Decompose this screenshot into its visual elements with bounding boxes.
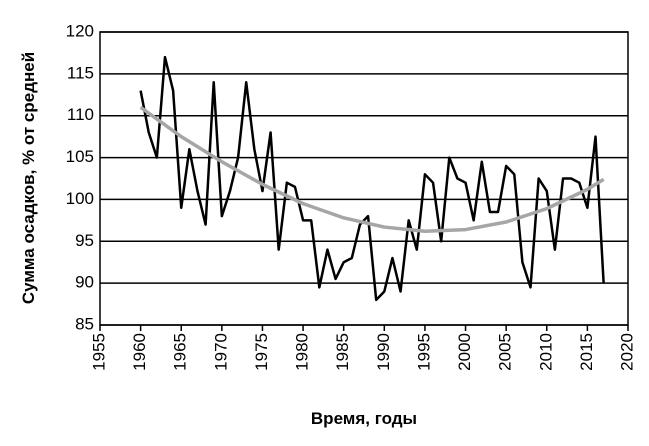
series-line	[139, 105, 605, 233]
x-tick-label: 2000	[455, 333, 474, 371]
y-tick-label: 110	[67, 105, 94, 124]
x-tick-label: 1955	[89, 333, 108, 371]
y-tick-label: 120	[66, 21, 94, 40]
y-tick-label: 90	[75, 273, 94, 292]
y-tick-label: 105	[66, 147, 94, 166]
x-tick-label: 1960	[130, 333, 149, 371]
series-line	[139, 55, 605, 302]
x-tick-label: 1995	[414, 333, 433, 371]
x-tick-label: 2020	[617, 333, 636, 371]
x-tick-label: 2015	[577, 333, 596, 371]
x-tick-label: 2005	[496, 333, 515, 371]
x-tick-label: 2010	[536, 333, 555, 371]
y-tick-label: 115	[67, 63, 94, 82]
x-tick-label: 1965	[171, 333, 190, 371]
x-tick-label: 1970	[211, 333, 230, 371]
y-tick-label: 95	[75, 231, 94, 250]
x-tick-label: 1980	[293, 333, 312, 371]
x-axis-title: Время, годы	[311, 409, 417, 428]
x-tick-label: 1985	[333, 333, 352, 371]
x-tick-label: 1990	[374, 333, 393, 371]
y-axis-title: Сумма осадков, % от средней	[19, 52, 38, 304]
x-tick-label: 1975	[252, 333, 271, 371]
y-tick-label: 100	[66, 189, 94, 208]
y-tick-label: 85	[75, 314, 94, 333]
